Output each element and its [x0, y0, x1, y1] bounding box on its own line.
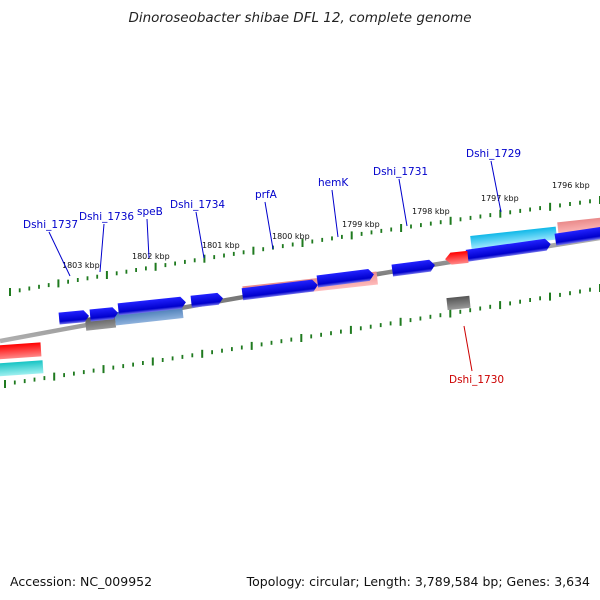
- scale-label: 1798 kbp: [412, 207, 450, 216]
- feature-dshi-1729-cyan: [470, 226, 558, 249]
- scale-label: 1803 kbp: [62, 261, 100, 270]
- cds-arrow-hemk: [316, 269, 374, 288]
- gene-label-dshi-1729[interactable]: Dshi_1729: [466, 148, 521, 160]
- scale-ticks-inner: [4, 284, 600, 388]
- feature-track-minus: [0, 250, 471, 377]
- gene-label-dshi-1730[interactable]: Dshi_1730: [449, 374, 504, 386]
- cds-arrow-prfa: [241, 279, 318, 301]
- gene-label-dshi-1734[interactable]: Dshi_1734: [170, 199, 225, 211]
- cds-arrow-dshi-1736: [89, 307, 118, 322]
- scale-label: 1802 kbp: [132, 252, 170, 261]
- gene-label-speb[interactable]: speB: [137, 206, 163, 218]
- scale-label: 1799 kbp: [342, 220, 380, 229]
- scale-label: 1796 kbp: [552, 181, 590, 190]
- map-title: Dinoroseobacter shibae DFL 12, complete …: [128, 10, 472, 26]
- gene-label-hemk[interactable]: hemK: [318, 177, 349, 189]
- gene-labels: Dshi_1737 Dshi_1736 speB Dshi_1734 prfA …: [23, 148, 521, 386]
- cds-arrow-dshi-1731: [391, 259, 435, 277]
- gene-label-dshi-1737[interactable]: Dshi_1737: [23, 219, 78, 231]
- cds-arrow-speb: [117, 296, 186, 316]
- accession-text: Accession: NC_009952: [10, 574, 153, 589]
- scale-label: 1801 kbp: [202, 241, 240, 250]
- scale-label: 1797 kbp: [481, 194, 519, 203]
- feature-dshi-1728-pink: [557, 215, 600, 236]
- feature-dshi-1730-red: [445, 250, 469, 265]
- feature-left-red: [0, 342, 42, 360]
- gene-label-dshi-1736[interactable]: Dshi_1736: [79, 211, 134, 223]
- cds-arrow-dshi-1729: [465, 238, 551, 262]
- gene-label-prfa[interactable]: prfA: [255, 189, 278, 201]
- feature-track-plus-cds: [58, 226, 600, 325]
- feature-left-teal: [0, 360, 44, 377]
- cds-arrow-dshi-1728: [554, 226, 600, 246]
- label-connectors: [48, 160, 502, 372]
- gene-label-dshi-1731[interactable]: Dshi_1731: [373, 166, 428, 178]
- cds-arrow-dshi-1734: [190, 292, 224, 308]
- cds-arrow-dshi-1737: [58, 310, 89, 325]
- genome-summary-text: Topology: circular; Length: 3,789,584 bp…: [246, 574, 590, 589]
- feature-dshi-1730-grey: [446, 295, 471, 311]
- scale-labels: 1803 kbp 1802 kbp 1801 kbp 1800 kbp 1799…: [62, 181, 590, 270]
- scale-ticks-outer: [9, 196, 600, 296]
- scale-label: 1800 kbp: [272, 232, 310, 241]
